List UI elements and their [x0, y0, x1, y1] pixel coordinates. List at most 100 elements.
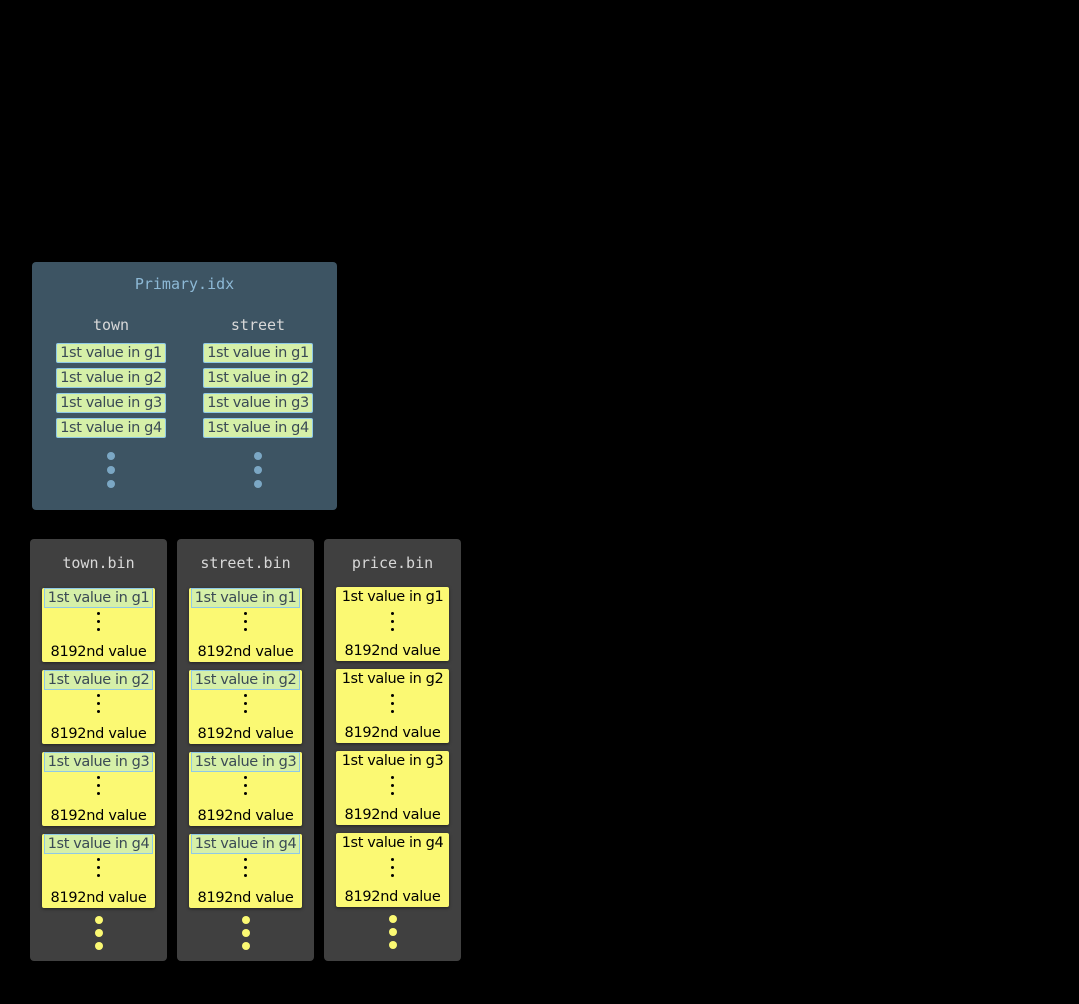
dot	[241, 929, 250, 937]
dot	[107, 480, 115, 488]
granule-last-value: 8192nd value	[197, 726, 294, 742]
dot	[391, 628, 394, 631]
granule-last-value: 8192nd value	[197, 808, 294, 824]
granule-first-value: 1st value in g3	[191, 752, 300, 772]
dot	[391, 620, 394, 623]
index-mark-entry: 1st value in g3	[56, 393, 166, 413]
granule-last-value: 8192nd value	[344, 643, 441, 659]
dot	[97, 866, 100, 869]
index-mark-entry: 1st value in g3	[203, 393, 313, 413]
dot	[388, 941, 397, 949]
granule: 1st value in g3 8192nd value	[42, 752, 155, 826]
granule-first-value: 1st value in g1	[191, 588, 300, 608]
bin-file-title: price.bin	[351, 554, 434, 572]
granule: 1st value in g4 8192nd value	[336, 833, 449, 907]
dot	[97, 694, 100, 697]
vertical-ellipsis	[336, 776, 449, 795]
dot	[244, 792, 247, 795]
index-mark-entry: 1st value in g1	[203, 343, 313, 363]
vertical-ellipsis	[336, 858, 449, 877]
granule-first-value: 1st value in g3	[341, 753, 444, 769]
granule: 1st value in g2 8192nd value	[189, 670, 302, 744]
granule-last-value: 8192nd value	[197, 890, 294, 906]
vertical-ellipsis	[336, 612, 449, 631]
more-granules-ellipsis	[324, 915, 461, 949]
dot	[391, 874, 394, 877]
dot	[391, 858, 394, 861]
dot	[391, 784, 394, 787]
dot	[244, 858, 247, 861]
granule-last-value: 8192nd value	[344, 889, 441, 905]
dot	[244, 628, 247, 631]
granule: 1st value in g4 8192nd value	[42, 834, 155, 908]
bin-file-town-bin: town.bin 1st value in g1 8192nd value 1st v…	[30, 539, 167, 961]
dot	[94, 916, 103, 924]
granule: 1st value in g2 8192nd value	[336, 669, 449, 743]
vertical-ellipsis	[42, 858, 155, 877]
granule: 1st value in g1 8192nd value	[42, 588, 155, 662]
primary-index-title: Primary.idx	[134, 275, 235, 293]
granule: 1st value in g3 8192nd value	[336, 751, 449, 825]
dot	[391, 866, 394, 869]
dot	[97, 702, 100, 705]
granule-last-value: 8192nd value	[50, 726, 147, 742]
dot	[244, 612, 247, 615]
vertical-ellipsis	[42, 612, 155, 631]
dot	[244, 620, 247, 623]
dot	[244, 784, 247, 787]
granule: 1st value in g1 8192nd value	[336, 587, 449, 661]
dot	[107, 452, 115, 460]
granule: 1st value in g3 8192nd value	[189, 752, 302, 826]
vertical-ellipsis	[189, 612, 302, 631]
dot	[391, 612, 394, 615]
dot	[391, 776, 394, 779]
vertical-ellipsis	[42, 776, 155, 795]
granule-first-value: 1st value in g1	[341, 589, 444, 605]
dot	[388, 928, 397, 936]
dot	[107, 466, 115, 474]
dot	[388, 915, 397, 923]
dot	[241, 942, 250, 950]
granule: 1st value in g4 8192nd value	[189, 834, 302, 908]
dot	[97, 612, 100, 615]
dot	[254, 466, 262, 474]
dot	[241, 916, 250, 924]
index-column-town: town 1st value in g1 1st value in g2 1st va…	[56, 316, 166, 488]
granule-first-value: 1st value in g3	[44, 752, 153, 772]
index-mark-entry: 1st value in g2	[56, 368, 166, 388]
dot	[97, 784, 100, 787]
dot	[97, 874, 100, 877]
granule-first-value: 1st value in g2	[341, 671, 444, 687]
primary-index-panel: Primary.idx town 1st value in g1 1st value…	[32, 262, 337, 510]
dot	[254, 452, 262, 460]
dot	[97, 628, 100, 631]
bin-file-title: street.bin	[200, 554, 291, 572]
granule-first-value: 1st value in g1	[44, 588, 153, 608]
dot	[97, 792, 100, 795]
granule-last-value: 8192nd value	[344, 807, 441, 823]
index-column-street: street 1st value in g1 1st value in g2 1st …	[203, 316, 313, 488]
dot	[254, 480, 262, 488]
granule-last-value: 8192nd value	[50, 644, 147, 660]
dot	[244, 694, 247, 697]
dot	[244, 866, 247, 869]
dot	[244, 776, 247, 779]
vertical-ellipsis	[42, 694, 155, 713]
vertical-ellipsis	[189, 776, 302, 795]
index-mark-entry: 1st value in g4	[203, 418, 313, 438]
granule-last-value: 8192nd value	[197, 644, 294, 660]
dot	[94, 929, 103, 937]
dot	[97, 858, 100, 861]
dot	[391, 694, 394, 697]
vertical-ellipsis	[336, 694, 449, 713]
granule-first-value: 1st value in g2	[44, 670, 153, 690]
dot	[97, 776, 100, 779]
bin-file-price-bin: price.bin 1st value in g1 8192nd value 1st …	[324, 539, 461, 961]
granule-last-value: 8192nd value	[50, 808, 147, 824]
index-mark-entry: 1st value in g4	[56, 418, 166, 438]
dot	[94, 942, 103, 950]
more-granules-ellipsis	[30, 916, 167, 950]
dot	[97, 620, 100, 623]
more-marks-ellipsis	[203, 452, 313, 488]
more-granules-ellipsis	[177, 916, 314, 950]
